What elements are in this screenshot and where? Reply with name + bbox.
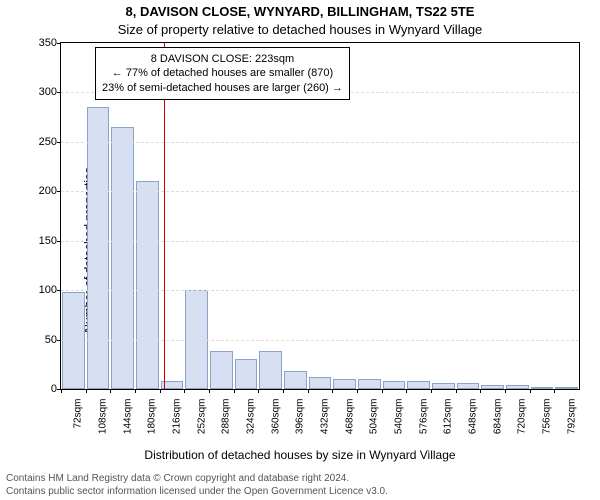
x-tick-label: 72sqm [73, 399, 84, 429]
x-tick-mark [86, 389, 87, 393]
y-tick-label: 50 [45, 334, 57, 346]
x-tick-mark [209, 389, 210, 393]
x-tick-mark [258, 389, 259, 393]
x-tick-mark [431, 389, 432, 393]
bar [136, 181, 159, 389]
x-tick-label: 756sqm [542, 399, 553, 435]
title-sub: Size of property relative to detached ho… [0, 22, 600, 37]
x-tick-mark [530, 389, 531, 393]
annotation-line: 23% of semi-detached houses are larger (… [102, 81, 343, 95]
gridline [61, 241, 579, 242]
x-tick-label: 684sqm [492, 399, 503, 435]
gridline [61, 290, 579, 291]
x-tick-mark [135, 389, 136, 393]
chart-container: 8, DAVISON CLOSE, WYNYARD, BILLINGHAM, T… [0, 0, 600, 500]
x-tick-mark [308, 389, 309, 393]
y-tick-mark [57, 142, 61, 143]
x-tick-label: 504sqm [369, 399, 380, 435]
gridline [61, 191, 579, 192]
y-tick-label: 350 [39, 37, 57, 49]
x-tick-mark [505, 389, 506, 393]
y-tick-mark [57, 340, 61, 341]
x-tick-mark [554, 389, 555, 393]
plot-area: 05010015020025030035072sqm108sqm144sqm18… [60, 42, 580, 390]
bar [383, 381, 406, 389]
bar [235, 359, 258, 389]
gridline [61, 142, 579, 143]
y-tick-mark [57, 43, 61, 44]
annotation-box: 8 DAVISON CLOSE: 223sqm← 77% of detached… [95, 47, 350, 100]
title-main: 8, DAVISON CLOSE, WYNYARD, BILLINGHAM, T… [0, 4, 600, 19]
y-tick-label: 150 [39, 235, 57, 247]
x-tick-mark [382, 389, 383, 393]
x-tick-label: 144sqm [122, 399, 133, 435]
bar [87, 107, 110, 389]
y-tick-mark [57, 241, 61, 242]
y-tick-mark [57, 191, 61, 192]
bar [284, 371, 307, 389]
footer: Contains HM Land Registry data © Crown c… [6, 473, 594, 498]
bar [457, 383, 480, 389]
x-tick-label: 576sqm [418, 399, 429, 435]
bar [62, 292, 85, 389]
bar [506, 385, 529, 389]
y-tick-mark [57, 92, 61, 93]
x-tick-label: 396sqm [295, 399, 306, 435]
footer-line-1: Contains HM Land Registry data © Crown c… [6, 473, 594, 486]
x-tick-label: 432sqm [320, 399, 331, 435]
x-tick-label: 180sqm [147, 399, 158, 435]
x-tick-label: 792sqm [566, 399, 577, 435]
x-tick-label: 360sqm [270, 399, 281, 435]
x-tick-label: 612sqm [443, 399, 454, 435]
x-tick-mark [456, 389, 457, 393]
y-tick-mark [57, 290, 61, 291]
x-tick-mark [61, 389, 62, 393]
x-tick-label: 252sqm [196, 399, 207, 435]
bar [432, 383, 455, 389]
annotation-line: 8 DAVISON CLOSE: 223sqm [102, 52, 343, 66]
bar [309, 377, 332, 389]
annotation-line: ← 77% of detached houses are smaller (87… [102, 66, 343, 80]
x-tick-label: 540sqm [394, 399, 405, 435]
bar [531, 387, 554, 389]
x-tick-label: 324sqm [246, 399, 257, 435]
footer-line-2: Contains public sector information licen… [6, 486, 594, 499]
bar [481, 385, 504, 389]
x-tick-label: 648sqm [468, 399, 479, 435]
x-tick-mark [283, 389, 284, 393]
x-tick-mark [357, 389, 358, 393]
x-tick-mark [184, 389, 185, 393]
y-tick-label: 250 [39, 136, 57, 148]
bar [333, 379, 356, 389]
x-tick-mark [480, 389, 481, 393]
y-tick-label: 100 [39, 284, 57, 296]
x-tick-mark [332, 389, 333, 393]
x-tick-label: 720sqm [517, 399, 528, 435]
x-tick-label: 216sqm [172, 399, 183, 435]
x-tick-label: 108sqm [98, 399, 109, 435]
gridline [61, 340, 579, 341]
y-tick-label: 300 [39, 86, 57, 98]
bar [555, 387, 578, 389]
bar [210, 351, 233, 389]
bar [259, 351, 282, 389]
y-tick-label: 200 [39, 185, 57, 197]
bar [407, 381, 430, 389]
x-axis-label: Distribution of detached houses by size … [0, 448, 600, 462]
x-tick-mark [160, 389, 161, 393]
bar [111, 127, 134, 389]
x-tick-mark [110, 389, 111, 393]
x-tick-mark [406, 389, 407, 393]
x-tick-label: 288sqm [221, 399, 232, 435]
x-tick-label: 468sqm [344, 399, 355, 435]
x-tick-mark [234, 389, 235, 393]
bar [358, 379, 381, 389]
